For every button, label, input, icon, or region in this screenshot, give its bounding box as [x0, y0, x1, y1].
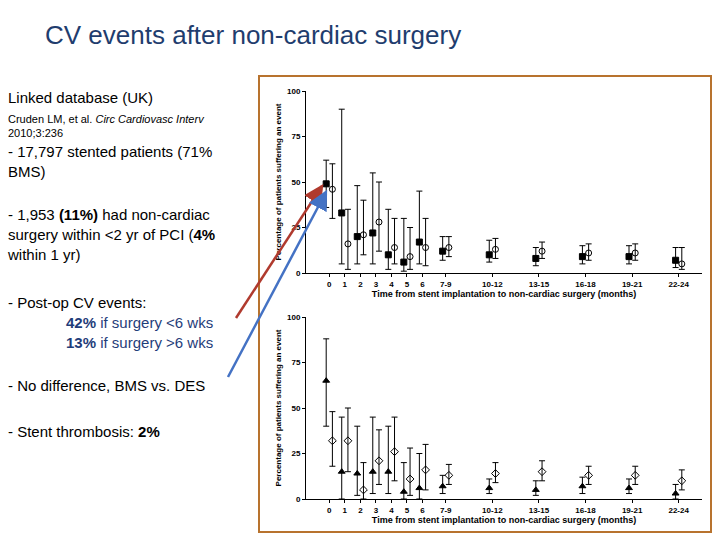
html-text:CV events after non-cardiac su: CV events after non-cardiac surgery [45, 20, 462, 50]
svg-text:100: 100 [287, 313, 301, 322]
svg-text:Time from stent implantation t: Time from stent implantation to non-card… [372, 515, 636, 525]
svg-text:75: 75 [291, 132, 300, 141]
svg-text:22-24: 22-24 [668, 280, 689, 289]
svg-text:50: 50 [291, 404, 300, 413]
svg-text:100: 100 [287, 87, 301, 96]
html-text:Cruden LM, et al. Circ Cardiov: Cruden LM, et al. Circ Cardiovasc Interv [8, 113, 204, 125]
html-text:within 1 yr): within 1 yr) [8, 246, 81, 263]
svg-text:4: 4 [389, 280, 394, 289]
svg-text:5: 5 [405, 506, 410, 515]
svg-text:4: 4 [389, 506, 394, 515]
html-text:- 17,797 stented patients (71%: - 17,797 stented patients (71% BMS) [8, 143, 213, 180]
svg-text:19-21: 19-21 [622, 506, 643, 515]
svg-text:22-24: 22-24 [668, 506, 689, 515]
svg-text:2: 2 [358, 280, 363, 289]
svg-text:7-9: 7-9 [440, 506, 452, 515]
svg-text:0: 0 [327, 506, 332, 515]
html-text:- Stent thrombosis: 2%: - Stent thrombosis: 2% [8, 423, 160, 440]
svg-text:10-12: 10-12 [482, 506, 503, 515]
svg-text:2: 2 [358, 506, 363, 515]
html-text:Linked database (UK): Linked database (UK) [8, 89, 154, 106]
svg-text:13-15: 13-15 [529, 280, 550, 289]
svg-text:3: 3 [374, 506, 379, 515]
svg-text:13-15: 13-15 [529, 506, 550, 515]
svg-text:0: 0 [296, 495, 301, 504]
svg-text:6: 6 [420, 280, 425, 289]
html-text:- Post-op CV events:: - Post-op CV events: [8, 294, 147, 311]
svg-text:3: 3 [374, 280, 379, 289]
svg-text:25: 25 [291, 223, 300, 232]
svg-text:0: 0 [296, 269, 301, 278]
svg-text:Percentage of patients sufferi: Percentage of patients suffering an even… [274, 329, 283, 486]
html-text:- 1,953 (11%) had non-cardiac: - 1,953 (11%) had non-cardiac surgery wi… [8, 206, 216, 243]
svg-text:5: 5 [405, 280, 410, 289]
html-text:- No difference, BMS vs. DES: - No difference, BMS vs. DES [8, 377, 206, 394]
svg-text:25: 25 [291, 449, 300, 458]
html-text:13% if surgery >6 wks: 13% if surgery >6 wks [66, 334, 214, 351]
svg-text:Time from stent implantation t: Time from stent implantation to non-card… [372, 289, 636, 299]
svg-text:Percentage of patients sufferi: Percentage of patients suffering an even… [274, 103, 283, 260]
svg-text:19-21: 19-21 [622, 280, 643, 289]
svg-text:6: 6 [420, 506, 425, 515]
svg-text:16-18: 16-18 [575, 280, 596, 289]
svg-text:75: 75 [291, 358, 300, 367]
svg-text:1: 1 [343, 280, 348, 289]
svg-text:7-9: 7-9 [440, 280, 452, 289]
svg-text:16-18: 16-18 [575, 506, 596, 515]
html-text:2010;3:236: 2010;3:236 [8, 127, 64, 139]
html-text:42% if surgery <6 wks: 42% if surgery <6 wks [66, 314, 214, 331]
svg-text:0: 0 [327, 280, 332, 289]
svg-text:50: 50 [291, 178, 300, 187]
svg-text:10-12: 10-12 [482, 280, 503, 289]
svg-text:1: 1 [343, 506, 348, 515]
